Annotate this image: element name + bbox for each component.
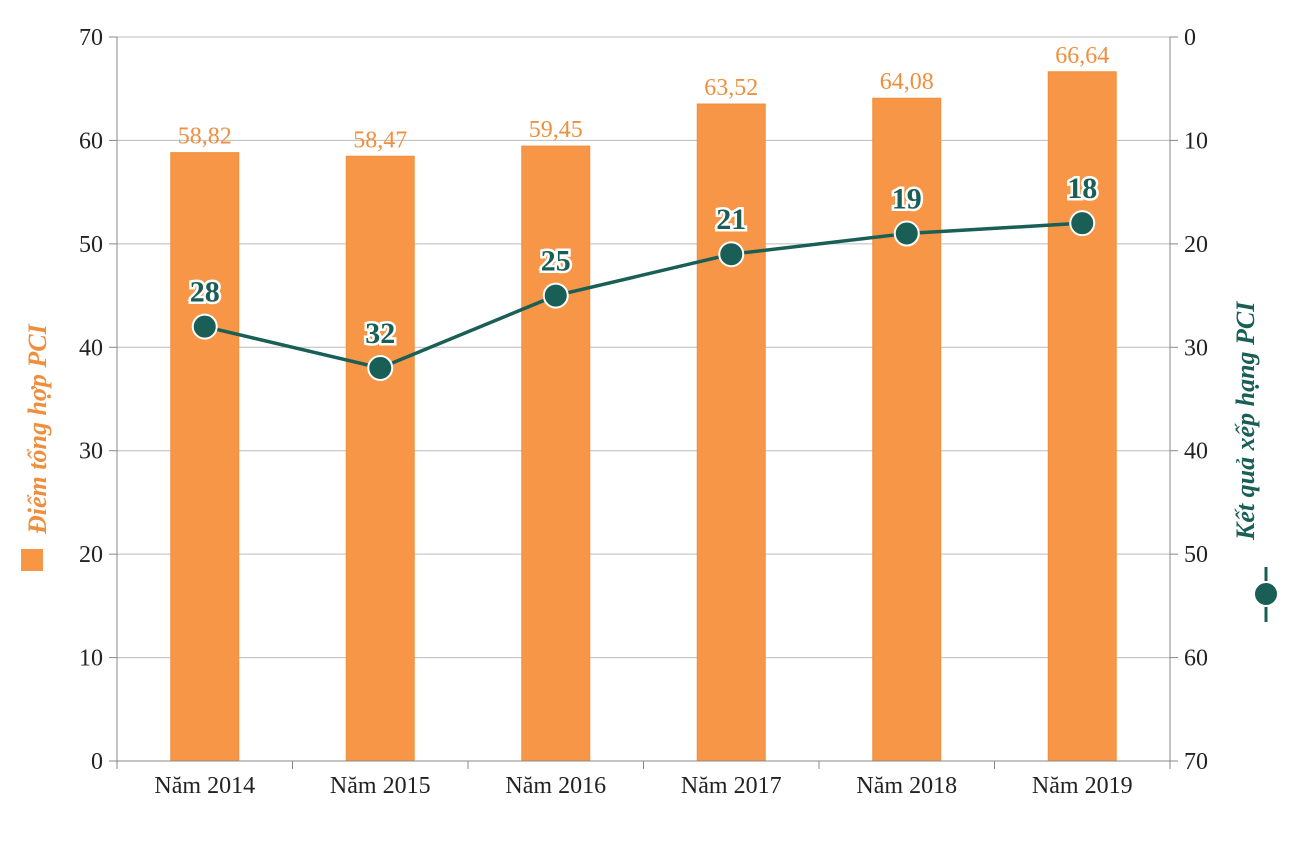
right-tick-label: 60 bbox=[1184, 646, 1208, 672]
rank-value-label: 25 bbox=[541, 245, 571, 278]
category-label: Năm 2018 bbox=[856, 773, 957, 799]
category-labels: Năm 2014 Năm 2015 Năm 2016 Năm 2017 Năm 2018… bbox=[154, 773, 1132, 799]
axes bbox=[109, 36, 1178, 769]
left-tick-label: 50 bbox=[79, 232, 103, 258]
bar-value-label: 63,52 bbox=[704, 75, 758, 101]
right-axis-ticks: 0 10 20 30 40 50 60 70 bbox=[1184, 25, 1208, 775]
right-tick-label: 70 bbox=[1184, 749, 1208, 775]
bar bbox=[872, 97, 942, 762]
bar-value-label: 58,82 bbox=[178, 124, 232, 150]
rank-value-label: 19 bbox=[892, 183, 922, 216]
category-label: Năm 2017 bbox=[681, 773, 782, 799]
bar bbox=[521, 145, 591, 762]
left-tick-label: 30 bbox=[79, 439, 103, 465]
left-tick-label: 20 bbox=[79, 542, 103, 568]
right-tick-label: 0 bbox=[1184, 25, 1196, 51]
category-label: Năm 2019 bbox=[1032, 773, 1133, 799]
rank-point bbox=[1069, 210, 1096, 237]
left-tick-label: 10 bbox=[79, 646, 103, 672]
rank-value-label: 32 bbox=[365, 317, 395, 350]
right-axis-title: Kết quả xếp hạng PCI bbox=[1231, 301, 1260, 541]
rank-line bbox=[204, 221, 1083, 370]
bar-value-label: 59,45 bbox=[529, 117, 583, 143]
rank-point bbox=[893, 220, 920, 247]
rank-point bbox=[542, 282, 569, 309]
rank-value-label: 18 bbox=[1067, 172, 1097, 205]
category-label: Năm 2016 bbox=[505, 773, 606, 799]
right-tick-label: 50 bbox=[1184, 542, 1208, 568]
rank-line-series bbox=[191, 210, 1096, 381]
bar-value-label: 64,08 bbox=[880, 69, 934, 95]
left-tick-label: 60 bbox=[79, 128, 103, 154]
right-tick-label: 20 bbox=[1184, 232, 1208, 258]
rank-point bbox=[191, 313, 218, 340]
rank-point bbox=[718, 241, 745, 268]
right-tick-label: 40 bbox=[1184, 439, 1208, 465]
legend-marker-rank bbox=[1253, 567, 1279, 622]
legend-swatch-score bbox=[21, 549, 43, 571]
bars bbox=[170, 71, 1117, 762]
bar bbox=[170, 152, 240, 762]
gridlines bbox=[117, 36, 1170, 659]
bar-value-labels: 58,82 58,47 59,45 63,52 64,08 66,64 bbox=[178, 43, 1110, 154]
rank-value-label: 28 bbox=[190, 276, 220, 309]
category-label: Năm 2014 bbox=[154, 773, 255, 799]
bar-value-label: 66,64 bbox=[1055, 43, 1109, 69]
category-label: Năm 2015 bbox=[330, 773, 431, 799]
left-tick-label: 70 bbox=[79, 25, 103, 51]
left-tick-label: 0 bbox=[91, 749, 103, 775]
rank-point bbox=[367, 354, 394, 381]
right-tick-label: 30 bbox=[1184, 335, 1208, 361]
rank-value-label: 21 bbox=[716, 203, 746, 236]
rank-value-labels: 28 32 25 21 19 18 bbox=[187, 170, 1100, 353]
left-tick-label: 40 bbox=[79, 335, 103, 361]
bar bbox=[1047, 71, 1117, 762]
bar bbox=[696, 103, 766, 762]
left-axis-title: Điểm tổng hợp PCI bbox=[23, 323, 52, 535]
bar-value-label: 58,47 bbox=[353, 127, 407, 153]
right-tick-label: 10 bbox=[1184, 128, 1208, 154]
bar bbox=[345, 155, 415, 762]
left-axis-ticks: 0 10 20 30 40 50 60 70 bbox=[79, 25, 103, 775]
